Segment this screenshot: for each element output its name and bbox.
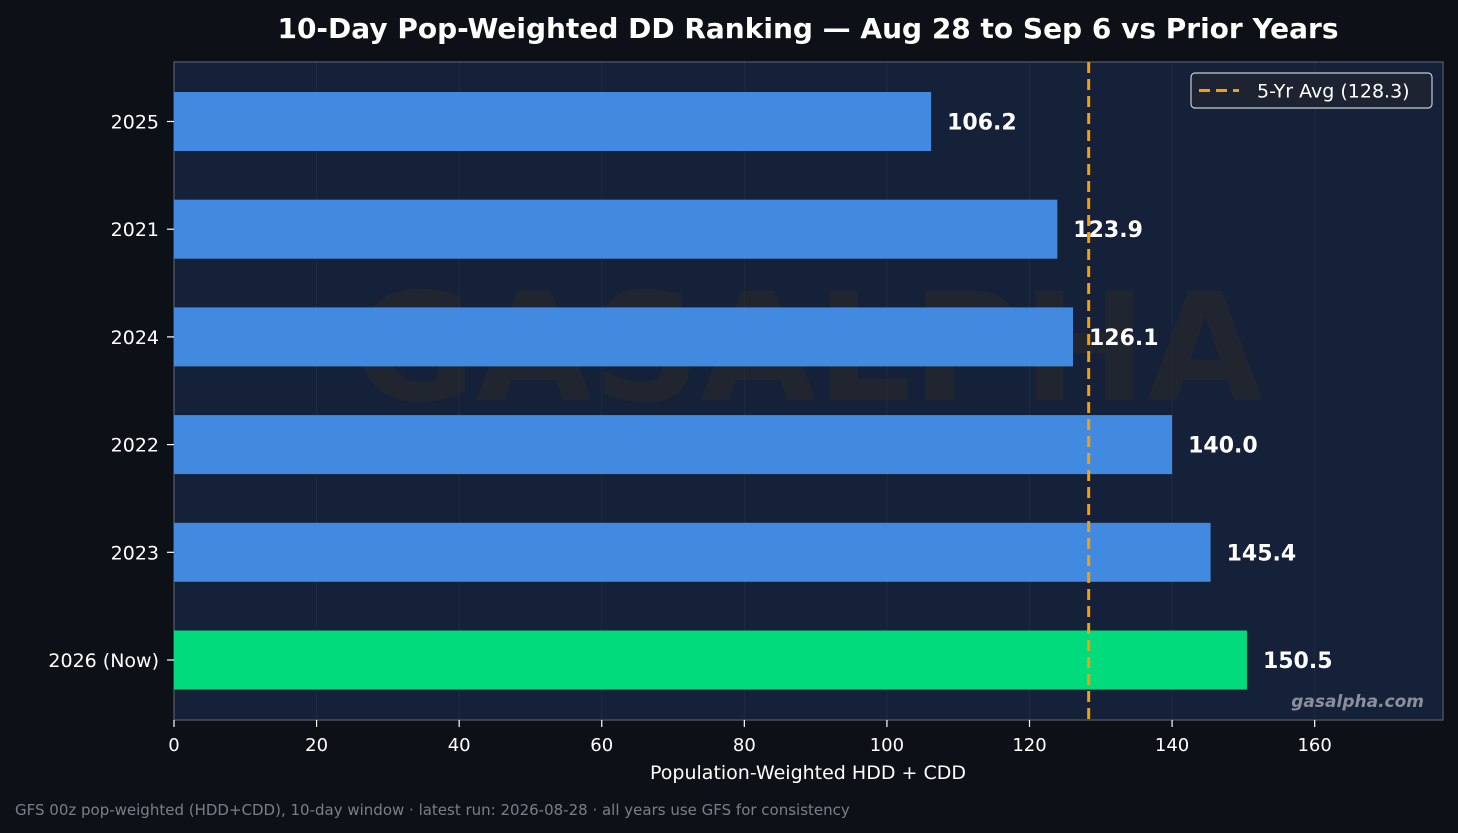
bars (174, 92, 1247, 690)
x-tick-label: 100 (870, 735, 904, 756)
bar-2021 (174, 199, 1058, 259)
x-tick-label: 80 (733, 735, 756, 756)
x-axis-label: Population-Weighted HDD + CDD (650, 762, 966, 784)
plot-area (173, 61, 1444, 721)
x-tick-label: 160 (1297, 735, 1331, 756)
value-label: 126.1 (1089, 326, 1159, 351)
value-label: 123.9 (1073, 218, 1143, 243)
y-axis-ticks: 2025 2021 2024 2022 2023 2026 (Now) (48, 112, 174, 672)
y-tick-label: 2024 (111, 327, 159, 349)
value-label: 140.0 (1188, 434, 1258, 459)
x-tick-label: 20 (305, 735, 328, 756)
y-tick-label: 2022 (111, 435, 159, 457)
grid-lines (316, 62, 1316, 720)
x-axis-ticks: 0 20 40 60 80 100 120 140 160 (168, 720, 1332, 756)
x-tick-label: 140 (1155, 735, 1189, 756)
legend: 5-Yr Avg (128.3) (1190, 72, 1433, 109)
bar-2024 (174, 307, 1073, 367)
value-label: 106.2 (947, 111, 1017, 136)
y-tick-label: 2023 (111, 542, 159, 564)
value-label: 145.4 (1227, 541, 1297, 566)
value-label: 150.5 (1263, 649, 1333, 674)
y-tick-label: 2021 (111, 219, 159, 241)
bar-2025 (174, 92, 932, 151)
y-tick-label: 2025 (111, 112, 159, 134)
x-tick-label: 60 (590, 735, 613, 756)
bar-2023 (174, 522, 1211, 582)
x-tick-label: 120 (1012, 735, 1046, 756)
legend-label: 5-Yr Avg (128.3) (1257, 81, 1410, 103)
y-tick-label: 2026 (Now) (48, 650, 159, 672)
credit-text: gasalpha.com (1291, 692, 1424, 712)
bar-2026-now (174, 630, 1247, 690)
value-labels: 106.2 123.9 126.1 140.0 145.4 150.5 (947, 111, 1332, 675)
x-tick-label: 0 (168, 735, 179, 756)
x-tick-label: 40 (448, 735, 471, 756)
legend-box (1190, 72, 1433, 109)
bar-2022 (174, 415, 1173, 475)
footer-note: GFS 00z pop-weighted (HDD+CDD), 10-day w… (15, 801, 850, 819)
chart-title: 10-Day Pop-Weighted DD Ranking — Aug 28 … (277, 12, 1338, 45)
